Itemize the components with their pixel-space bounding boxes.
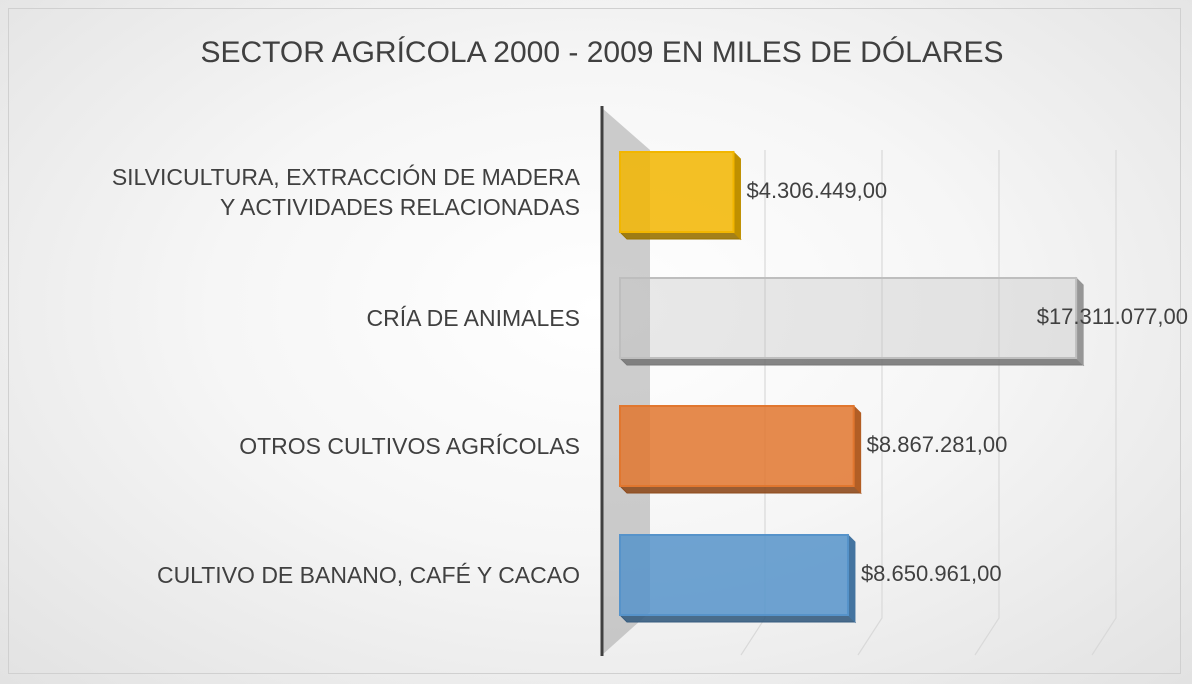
bar-front: [619, 405, 855, 487]
bar-side: [847, 533, 856, 624]
y-tick-label: SILVICULTURA, EXTRACCIÓN DE MADERA Y ACT…: [111, 164, 580, 220]
y-tick-label: CRÍA DE ANIMALES: [366, 305, 580, 331]
bar-front: [619, 151, 735, 233]
bar-bottom: [618, 485, 862, 494]
y-tick-label: OTROS CULTIVOS AGRÍCOLAS: [239, 433, 580, 459]
grid-line: [1091, 150, 1117, 656]
data-label: $8.867.281,00: [867, 432, 1008, 457]
data-label: $4.306.449,00: [746, 178, 887, 203]
data-label: $8.650.961,00: [861, 561, 1002, 586]
bar-bottom: [618, 357, 1085, 366]
bar: [618, 404, 862, 495]
side-wall: [602, 108, 650, 655]
bar-front: [619, 534, 849, 616]
bar: [618, 150, 742, 241]
y-tick-label: CULTIVO DE BANANO, CAFÉ Y CACAO: [156, 562, 580, 588]
bar: [618, 276, 1085, 367]
bar: [618, 533, 857, 624]
data-label: $17.311.077,00: [1037, 304, 1188, 329]
bar-bottom: [618, 614, 857, 623]
bar-bottom: [618, 231, 742, 240]
bar-front: [619, 277, 1078, 359]
chart-title: SECTOR AGRÍCOLA 2000 - 2009 EN MILES DE …: [200, 36, 1003, 69]
bar-side: [853, 404, 862, 495]
bar-side: [732, 150, 741, 241]
chart-frame: [8, 8, 1181, 674]
